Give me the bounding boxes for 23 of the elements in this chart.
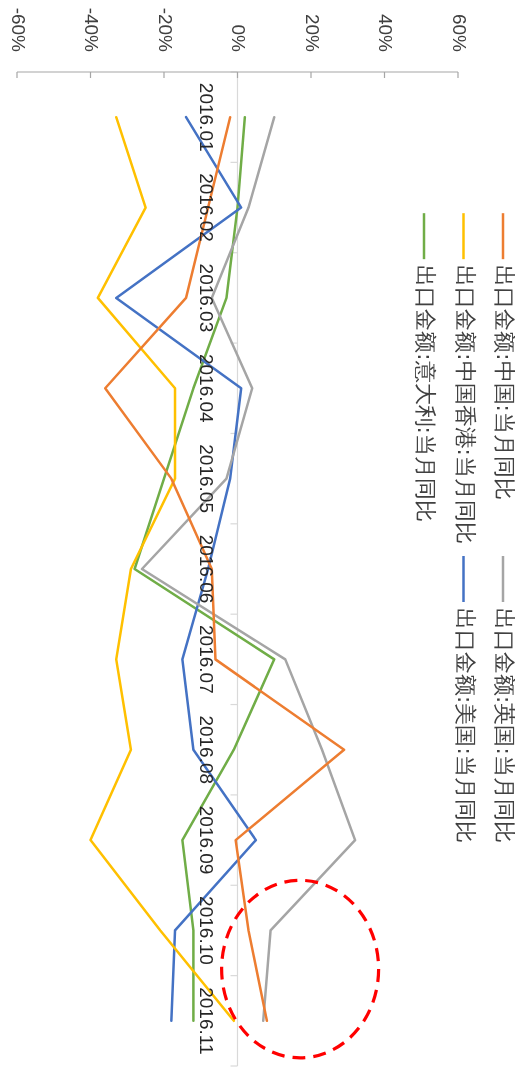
x-tick-label: -60% (7, 7, 29, 53)
y-tick-label: 2016.04 (196, 353, 218, 424)
y-tick-label: 2016.11 (196, 987, 218, 1055)
legend-label: 出口金额:英国:当月同比 (492, 608, 515, 843)
x-tick-label: 0% (228, 24, 250, 53)
x-tick-label: -20% (154, 7, 176, 53)
y-tick-label: 2016.07 (196, 625, 218, 694)
x-tick-label: 20% (301, 13, 323, 53)
legend-label: 出口金额:意大利:当月同比 (413, 265, 439, 522)
x-tick-label: -40% (81, 7, 103, 53)
y-tick-label: 2016.05 (196, 444, 218, 513)
legend-label: 出口金额:中国:当月同比 (492, 265, 515, 500)
y-tick-label: 2016.09 (196, 805, 218, 875)
x-tick-label: 60% (448, 13, 470, 53)
y-tick-label: 2016.02 (196, 173, 218, 242)
x-tick-label: 40% (375, 13, 397, 53)
y-tick-label: 2016.10 (196, 896, 218, 965)
legend-label: 出口金额:中国香港:当月同比 (452, 265, 478, 544)
y-tick-label: 2016.03 (196, 263, 218, 333)
y-tick-label: 2016.01 (196, 82, 218, 152)
legend-label: 出口金额:美国:当月同比 (452, 608, 478, 843)
y-tick-label: 2016.08 (196, 715, 218, 785)
y-tick-label: 2016.06 (196, 534, 218, 604)
